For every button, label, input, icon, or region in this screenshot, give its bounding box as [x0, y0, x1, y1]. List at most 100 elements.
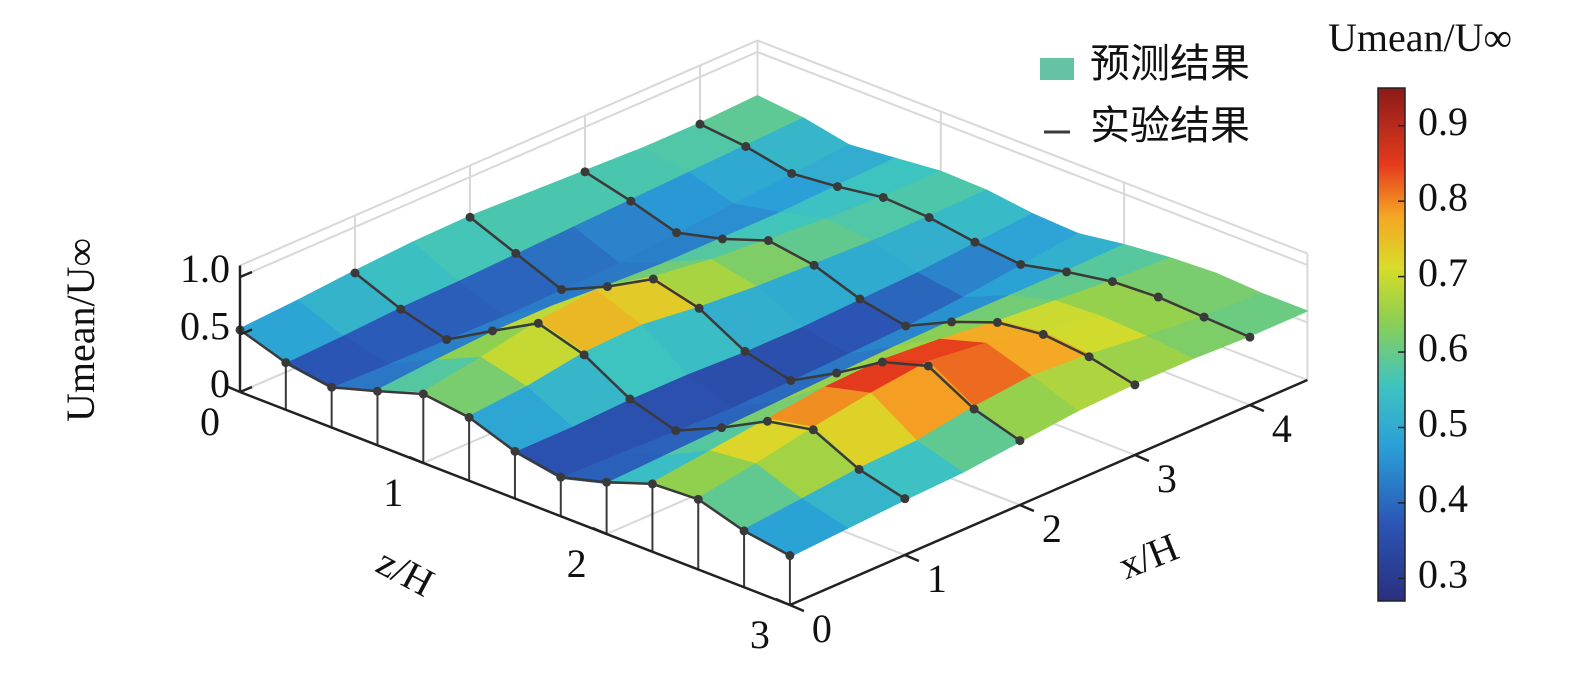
experiment-point [647, 479, 657, 489]
experiment-point [579, 350, 589, 360]
y-tick-label: 0.5 [180, 304, 230, 349]
z-tick-label: 3 [750, 612, 770, 657]
experiment-point [396, 304, 406, 314]
experiment-point [947, 317, 957, 327]
y-tick-label: 0 [210, 361, 230, 406]
experiment-point [510, 446, 520, 456]
legend-label: 预测结果 [1090, 41, 1250, 86]
experiment-point [992, 317, 1002, 327]
experiment-point [1062, 267, 1072, 277]
x-tick-label: 4 [1272, 406, 1292, 451]
experiment-point [854, 464, 864, 474]
experiment-point [855, 294, 865, 304]
colorbar-title: Umean/U∞ [1328, 15, 1512, 60]
experiment-point [626, 196, 636, 206]
experiment-point [900, 494, 910, 504]
experiment-point [762, 416, 772, 426]
experiment-point [327, 382, 337, 392]
experiment-point [672, 228, 682, 238]
experiment-point [923, 361, 933, 371]
colorbar-tick-label: 0.6 [1418, 325, 1468, 370]
experiment-point [717, 234, 727, 244]
experiment-point [809, 260, 819, 270]
experiment-point [970, 237, 980, 247]
y-tick-label: 1.0 [180, 246, 230, 291]
z-tick [592, 526, 608, 536]
experiment-point [557, 285, 567, 295]
z-tick-label: 2 [567, 541, 587, 586]
experiment-point [739, 526, 749, 536]
colorbar-tick-label: 0.3 [1418, 552, 1468, 597]
experiment-point [556, 472, 566, 482]
x-axis-label: x/H [1112, 524, 1184, 588]
experiment-point [464, 413, 474, 422]
experiment-point [487, 326, 497, 336]
experiment-point [465, 212, 475, 222]
experiment-point [1084, 352, 1094, 362]
x-tick-label: 3 [1157, 456, 1177, 501]
z-axis-label: z/H [369, 539, 441, 606]
experiment-point [511, 248, 521, 258]
experiment-point [1038, 329, 1048, 339]
experiment-point [1107, 277, 1117, 287]
experiment-point [924, 213, 934, 222]
experiment-point [969, 404, 979, 414]
z-tick [225, 384, 241, 394]
experiment-point [602, 282, 612, 292]
experiment-point [350, 268, 360, 278]
experiment-point [602, 477, 612, 487]
experiment-point [671, 426, 681, 436]
experiment-point [785, 551, 795, 561]
legend-swatch [1040, 58, 1074, 80]
z-tick-label: 1 [383, 470, 403, 515]
experiment-point [787, 168, 797, 178]
experiment-point [763, 236, 773, 246]
x-tick [1249, 403, 1265, 413]
colorbar-tick-label: 0.5 [1418, 401, 1468, 446]
z-tick [775, 597, 791, 607]
experiment-point [625, 394, 635, 404]
y-tick [239, 385, 253, 394]
z-tick-label: 0 [200, 399, 220, 444]
experiment-point [648, 274, 658, 284]
x-tick [1134, 453, 1150, 463]
experiment-point [717, 423, 727, 433]
y-axis-label: Umean/U∞ [58, 238, 103, 422]
x-tick [904, 553, 920, 563]
experiment-point [1016, 260, 1026, 269]
experiment-point [740, 346, 750, 356]
colorbar-tick-label: 0.9 [1418, 99, 1468, 144]
experiment-point [901, 321, 911, 331]
experiment-point [877, 357, 887, 367]
experiment-point [1245, 332, 1255, 342]
y-tick [239, 328, 253, 336]
x-axis [789, 378, 1308, 607]
x-tick-label: 1 [927, 556, 947, 601]
experiment-point [741, 142, 751, 151]
experiment-point [1153, 292, 1163, 302]
x-tick [789, 603, 805, 613]
experiment-point [442, 335, 452, 345]
experiment [235, 119, 1255, 605]
experiment-point [832, 368, 842, 378]
experiment-point [281, 358, 291, 368]
experiment-point [832, 182, 842, 192]
z-axis [239, 390, 791, 607]
x-tick-label: 0 [812, 606, 832, 651]
experiment-point [1130, 380, 1140, 390]
z-tick [408, 455, 424, 465]
y-tick [239, 270, 253, 279]
experiment-point [1015, 436, 1025, 446]
experiment-point [372, 386, 382, 396]
experiment-point [878, 192, 888, 202]
experiment-point [418, 389, 428, 399]
experiment-point [580, 167, 590, 177]
colorbar-tick-label: 0.8 [1418, 174, 1468, 219]
colorbar-tick-label: 0.4 [1418, 476, 1468, 521]
x-tick-label: 2 [1042, 506, 1062, 551]
experiment-point [786, 376, 796, 386]
experiment-point [808, 425, 818, 435]
experiment-point [693, 494, 703, 504]
